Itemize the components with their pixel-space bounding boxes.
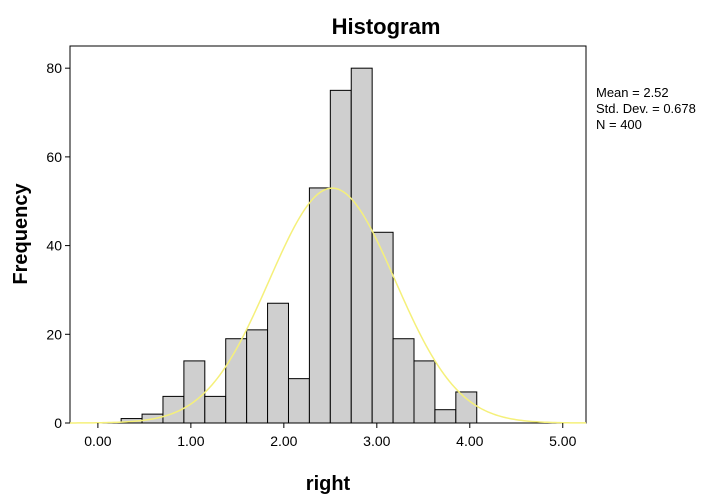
chart-title: Histogram <box>332 14 441 39</box>
normal-curve <box>69 187 587 424</box>
histogram-bar <box>392 338 415 424</box>
x-tick-label: 1.00 <box>177 433 204 449</box>
y-tick-label: 60 <box>46 149 62 165</box>
y-tick-label: 20 <box>46 326 62 342</box>
x-tick-label: 3.00 <box>363 433 390 449</box>
histogram-bar <box>267 302 289 424</box>
y-tick-label: 0 <box>54 415 62 431</box>
histogram-bar <box>225 338 248 424</box>
histogram-bar <box>329 89 352 424</box>
x-axis-ticks: 0.00 1.00 2.00 3.00 4.00 5.00 <box>84 423 577 449</box>
histogram-bar <box>371 231 394 424</box>
histogram-bar <box>287 378 310 424</box>
histogram-bar <box>308 187 331 424</box>
y-axis-label: Frequency <box>10 183 32 285</box>
y-tick-label: 80 <box>46 60 62 76</box>
x-tick-label: 0.00 <box>84 433 111 449</box>
bars-group <box>120 67 478 424</box>
histogram-bar <box>434 409 457 424</box>
histogram-bar <box>204 395 227 424</box>
y-axis-ticks: 0 20 40 60 80 <box>46 60 70 431</box>
x-tick-label: 4.00 <box>456 433 483 449</box>
stats-n: N = 400 <box>596 117 642 132</box>
y-tick-label: 40 <box>46 238 62 254</box>
x-tick-label: 5.00 <box>549 433 576 449</box>
histogram-bar <box>455 391 478 424</box>
histogram-bar <box>413 360 436 424</box>
x-axis-label: right <box>306 473 351 495</box>
histogram-bar <box>350 67 373 424</box>
x-tick-label: 2.00 <box>270 433 297 449</box>
histogram-bar <box>183 360 206 424</box>
histogram-bar <box>246 329 269 424</box>
stats-std-dev: Std. Dev. = 0.678 <box>596 101 696 116</box>
stats-mean: Mean = 2.52 <box>596 85 669 100</box>
